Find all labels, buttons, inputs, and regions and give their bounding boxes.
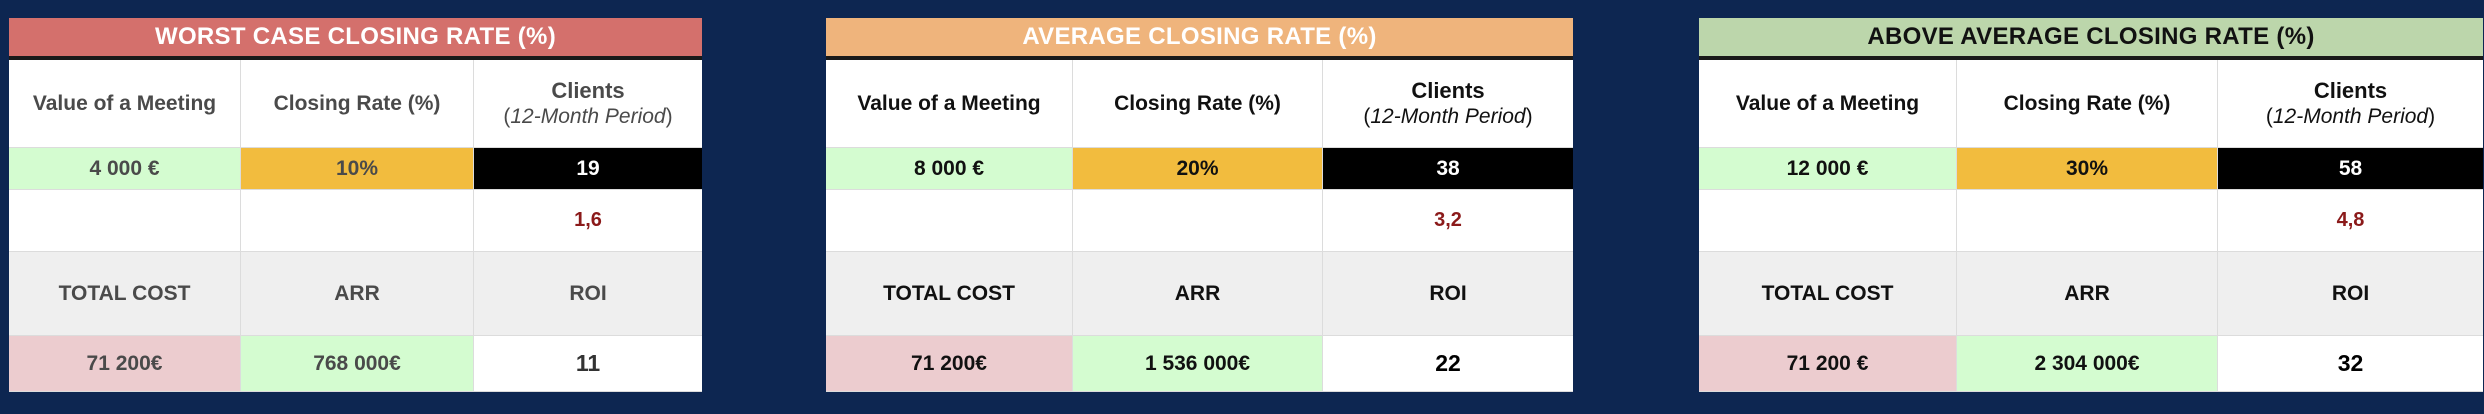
period-open: ( <box>1363 105 1371 129</box>
arr-value[interactable]: 768 000€ <box>241 336 474 392</box>
summary-header-row: TOTAL COST ARR ROI <box>826 252 1573 336</box>
clients-label: Clients <box>2313 77 2388 103</box>
period-open: ( <box>503 105 511 129</box>
col-header-closing-rate[interactable]: Closing Rate (%) <box>241 60 474 148</box>
total-cost-value[interactable]: 71 200 € <box>1699 336 1957 392</box>
col-header-clients[interactable]: Clients (12-Month Period) <box>474 60 702 148</box>
worst-case-panel: WORST CASE CLOSING RATE (%) Value of a M… <box>9 18 702 392</box>
col-header-meeting-value[interactable]: Value of a Meeting <box>1699 60 1957 148</box>
header-row: Value of a Meeting Closing Rate (%) Clie… <box>1699 60 2483 148</box>
monthly-clients-cell[interactable]: 3,2 <box>1323 190 1573 252</box>
panel-table: Value of a Meeting Closing Rate (%) Clie… <box>826 60 1573 392</box>
summary-values-row: 71 200€ 1 536 000€ 22 <box>826 336 1573 392</box>
monthly-row: 1,6 <box>9 190 702 252</box>
clients-cell[interactable]: 58 <box>2218 148 2483 190</box>
meeting-value-cell[interactable]: 8 000 € <box>826 148 1073 190</box>
empty-cell[interactable] <box>241 190 474 252</box>
period-text: 12-Month Period <box>2272 105 2429 129</box>
summary-header-row: TOTAL COST ARR ROI <box>1699 252 2483 336</box>
closing-rate-cell[interactable]: 20% <box>1073 148 1323 190</box>
values-row: 8 000 € 20% 38 <box>826 148 1573 190</box>
summary-values-row: 71 200 € 2 304 000€ 32 <box>1699 336 2483 392</box>
values-row: 4 000 € 10% 19 <box>9 148 702 190</box>
panel-title: AVERAGE CLOSING RATE (%) <box>826 18 1573 60</box>
clients-cell[interactable]: 19 <box>474 148 702 190</box>
empty-cell[interactable] <box>9 190 241 252</box>
meeting-value-cell[interactable]: 12 000 € <box>1699 148 1957 190</box>
values-row: 12 000 € 30% 58 <box>1699 148 2483 190</box>
col-header-clients[interactable]: Clients (12-Month Period) <box>1323 60 1573 148</box>
arr-label[interactable]: ARR <box>1957 252 2218 336</box>
period-open: ( <box>2265 105 2273 129</box>
empty-cell[interactable] <box>1957 190 2218 252</box>
monthly-row: 4,8 <box>1699 190 2483 252</box>
arr-value[interactable]: 2 304 000€ <box>1957 336 2218 392</box>
roi-value[interactable]: 32 <box>2218 336 2483 392</box>
empty-cell[interactable] <box>1699 190 1957 252</box>
clients-period: (12-Month Period) <box>2266 104 2435 129</box>
col-header-clients[interactable]: Clients (12-Month Period) <box>2218 60 2483 148</box>
total-cost-value[interactable]: 71 200€ <box>9 336 241 392</box>
total-cost-label[interactable]: TOTAL COST <box>826 252 1073 336</box>
clients-period: (12-Month Period) <box>503 104 672 129</box>
monthly-clients-cell[interactable]: 4,8 <box>2218 190 2483 252</box>
monthly-clients-cell[interactable]: 1,6 <box>474 190 702 252</box>
roi-value[interactable]: 22 <box>1323 336 1573 392</box>
total-cost-label[interactable]: TOTAL COST <box>9 252 241 336</box>
period-close: ) <box>2428 105 2436 129</box>
panel-title: WORST CASE CLOSING RATE (%) <box>9 18 702 60</box>
col-header-meeting-value[interactable]: Value of a Meeting <box>9 60 241 148</box>
arr-value[interactable]: 1 536 000€ <box>1073 336 1323 392</box>
arr-label[interactable]: ARR <box>1073 252 1323 336</box>
col-header-meeting-value[interactable]: Value of a Meeting <box>826 60 1073 148</box>
roi-label[interactable]: ROI <box>2218 252 2483 336</box>
period-close: ) <box>665 105 673 129</box>
closing-rate-cell[interactable]: 10% <box>241 148 474 190</box>
clients-label: Clients <box>1411 77 1485 103</box>
closing-rate-cell[interactable]: 30% <box>1957 148 2218 190</box>
roi-label[interactable]: ROI <box>1323 252 1573 336</box>
col-header-closing-rate[interactable]: Closing Rate (%) <box>1073 60 1323 148</box>
roi-label[interactable]: ROI <box>474 252 702 336</box>
period-text: 12-Month Period <box>1370 105 1526 129</box>
header-row: Value of a Meeting Closing Rate (%) Clie… <box>9 60 702 148</box>
header-row: Value of a Meeting Closing Rate (%) Clie… <box>826 60 1573 148</box>
period-close: ) <box>1525 105 1533 129</box>
summary-header-row: TOTAL COST ARR ROI <box>9 252 702 336</box>
col-header-closing-rate[interactable]: Closing Rate (%) <box>1957 60 2218 148</box>
roi-value[interactable]: 11 <box>474 336 702 392</box>
empty-cell[interactable] <box>826 190 1073 252</box>
above-average-panel: ABOVE AVERAGE CLOSING RATE (%) Value of … <box>1699 18 2483 392</box>
clients-label: Clients <box>551 77 625 103</box>
period-text: 12-Month Period <box>510 105 666 129</box>
summary-values-row: 71 200€ 768 000€ 11 <box>9 336 702 392</box>
panel-table: Value of a Meeting Closing Rate (%) Clie… <box>9 60 702 392</box>
average-panel: AVERAGE CLOSING RATE (%) Value of a Meet… <box>826 18 1573 392</box>
arr-label[interactable]: ARR <box>241 252 474 336</box>
monthly-row: 3,2 <box>826 190 1573 252</box>
clients-cell[interactable]: 38 <box>1323 148 1573 190</box>
panel-table: Value of a Meeting Closing Rate (%) Clie… <box>1699 60 2483 392</box>
panel-title: ABOVE AVERAGE CLOSING RATE (%) <box>1699 18 2483 60</box>
clients-period: (12-Month Period) <box>1363 104 1532 129</box>
meeting-value-cell[interactable]: 4 000 € <box>9 148 241 190</box>
total-cost-label[interactable]: TOTAL COST <box>1699 252 1957 336</box>
empty-cell[interactable] <box>1073 190 1323 252</box>
total-cost-value[interactable]: 71 200€ <box>826 336 1073 392</box>
